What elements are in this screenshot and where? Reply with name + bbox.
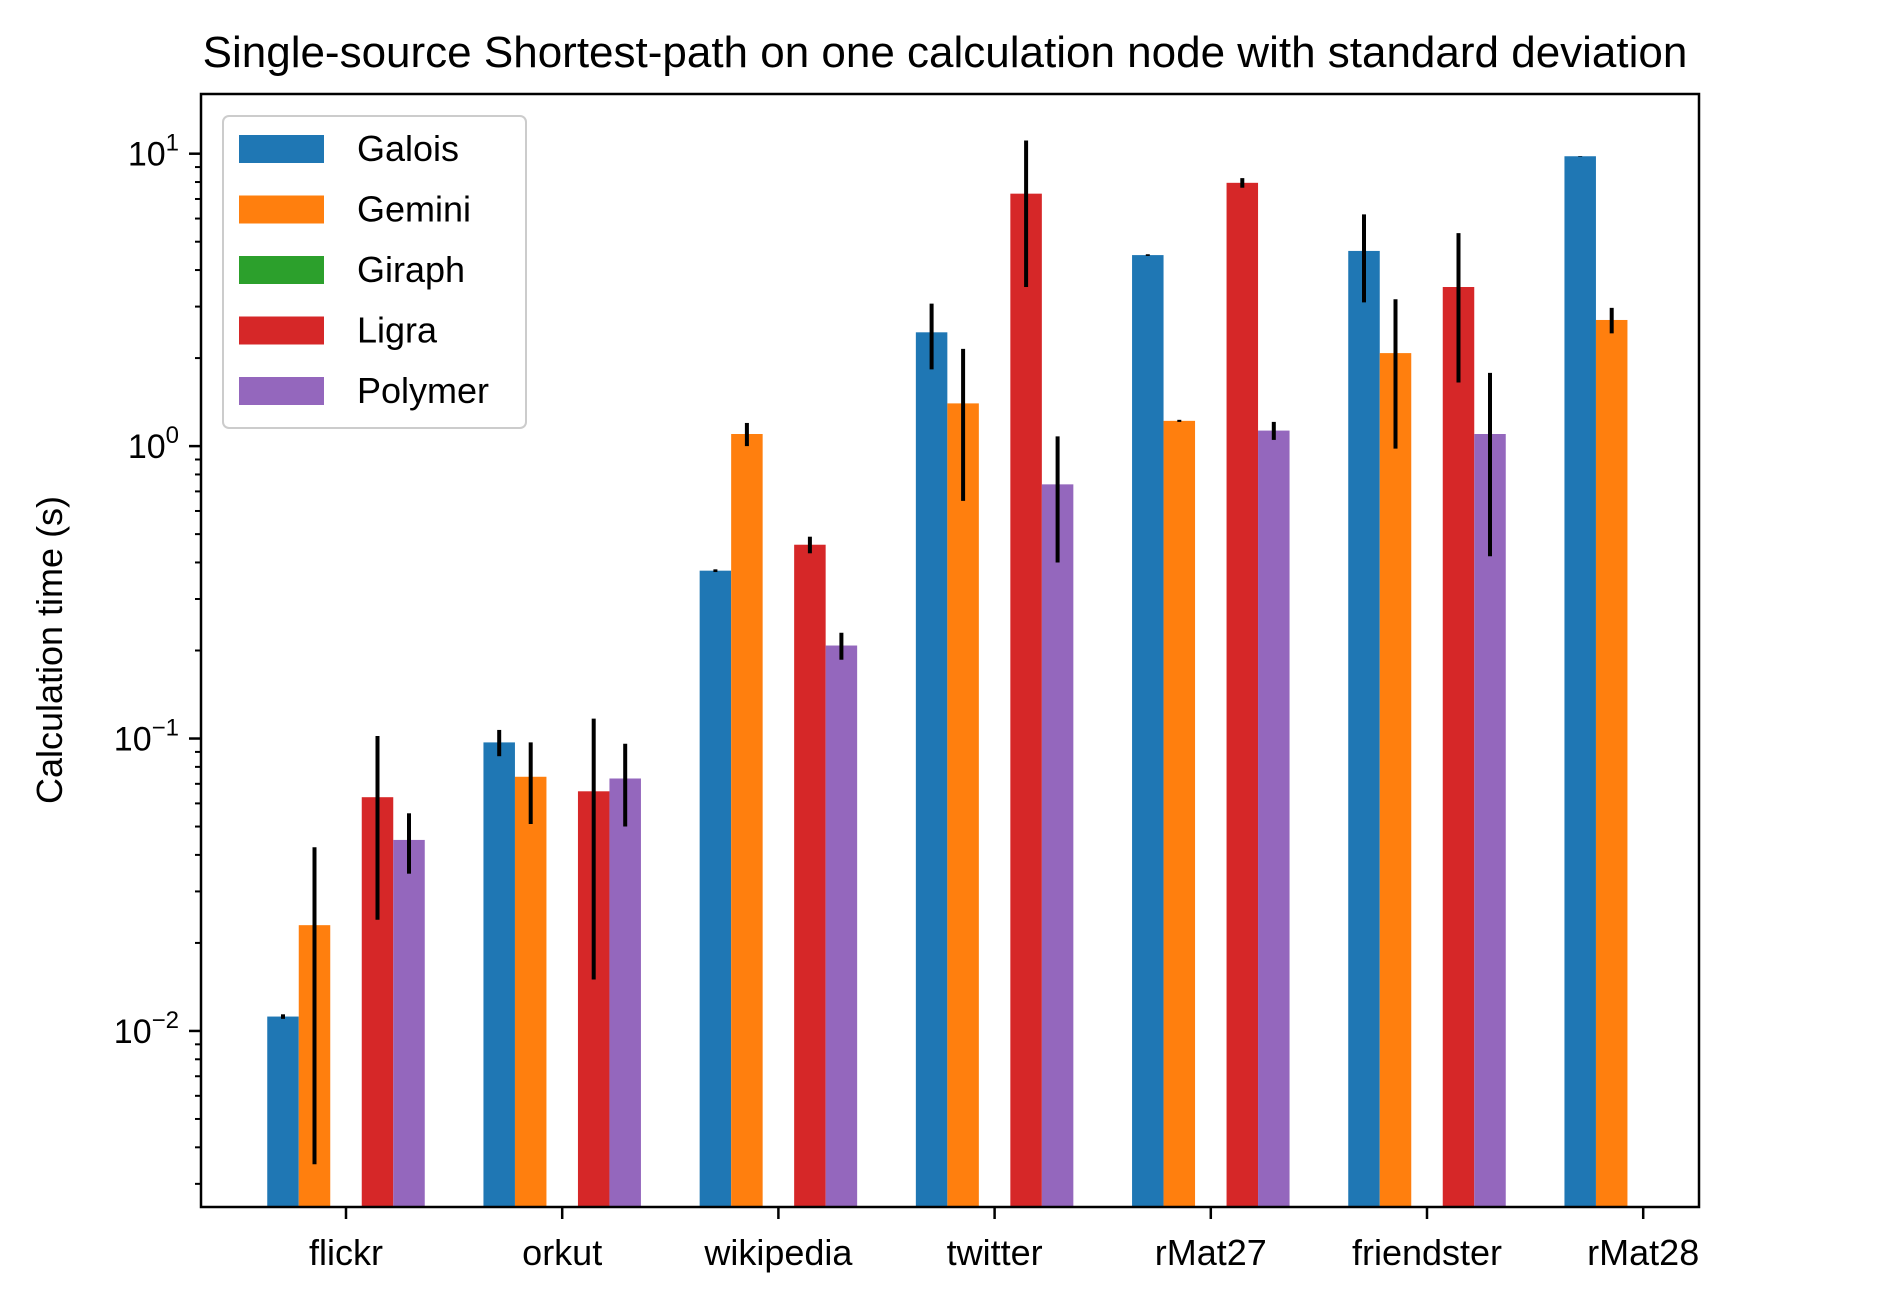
legend-box <box>222 115 527 429</box>
x-tick-label: friendster <box>1352 1232 1502 1273</box>
chart-title: Single-source Shortest-path on one calcu… <box>203 28 1688 77</box>
bar-gemini-orkut <box>514 776 547 1207</box>
legend-label-polymer: Polymer <box>357 370 489 411</box>
y-tick-label: 101 <box>128 130 179 174</box>
y-axis: 10−2 10−1 100 101 <box>114 130 201 1185</box>
x-tick-label: flickr <box>309 1232 383 1273</box>
legend-label-ligra: Ligra <box>357 310 438 351</box>
bar-ligra-rMat27 <box>1226 182 1259 1207</box>
legend-label-galois: Galois <box>357 128 459 169</box>
y-axis-label: Calculation time (s) <box>29 496 70 804</box>
bar-gemini-rMat27 <box>1163 420 1196 1208</box>
legend: Galois Gemini Giraph Ligra Polymer <box>222 115 527 429</box>
bar-ligra-wikipedia <box>794 544 826 1207</box>
legend-swatch-gemini <box>239 195 324 224</box>
legend-swatch-galois <box>239 135 324 163</box>
legend-label-gemini: Gemini <box>357 189 471 230</box>
bar-polymer-wikipedia <box>825 645 858 1207</box>
bar-polymer-friendster <box>1474 434 1506 1207</box>
bar-galois-orkut <box>483 742 515 1207</box>
bar-galois-twitter <box>915 332 948 1207</box>
x-tick-label: rMat27 <box>1155 1232 1267 1273</box>
bar-polymer-orkut <box>609 778 641 1207</box>
bar-ligra-friendster <box>1442 287 1475 1207</box>
bar-gemini-friendster <box>1379 353 1412 1208</box>
bar-gemini-rMat28 <box>1595 319 1628 1208</box>
x-tick-label: wikipedia <box>703 1232 853 1273</box>
y-tick-label: 10−2 <box>114 1007 179 1051</box>
bar-polymer-rMat27 <box>1258 430 1290 1208</box>
bar-ligra-twitter <box>1010 193 1042 1207</box>
legend-swatch-polymer <box>239 377 324 405</box>
legend-swatch-ligra <box>239 316 324 345</box>
legend-swatch-giraph <box>239 256 324 284</box>
bar-gemini-twitter <box>947 403 979 1207</box>
x-tick-label: rMat28 <box>1587 1232 1699 1273</box>
y-tick-label: 100 <box>128 422 179 466</box>
bar-galois-rMat27 <box>1132 255 1164 1208</box>
bar-galois-friendster <box>1348 250 1380 1207</box>
bar-polymer-flickr <box>393 839 425 1207</box>
bar-galois-flickr <box>267 1016 299 1207</box>
error-bars-layer <box>281 140 1614 1165</box>
bar-galois-wikipedia <box>699 570 732 1207</box>
legend-label-giraph: Giraph <box>357 249 465 290</box>
bar-gemini-wikipedia <box>731 434 763 1207</box>
x-tick-label: orkut <box>522 1232 602 1273</box>
bar-galois-rMat28 <box>1564 156 1596 1207</box>
x-tick-label: twitter <box>947 1232 1043 1273</box>
bar-polymer-twitter <box>1041 484 1074 1208</box>
x-axis: flickr orkut wikipedia twitter rMat27 friends… <box>309 1207 1699 1273</box>
y-tick-label: 10−1 <box>114 715 179 759</box>
